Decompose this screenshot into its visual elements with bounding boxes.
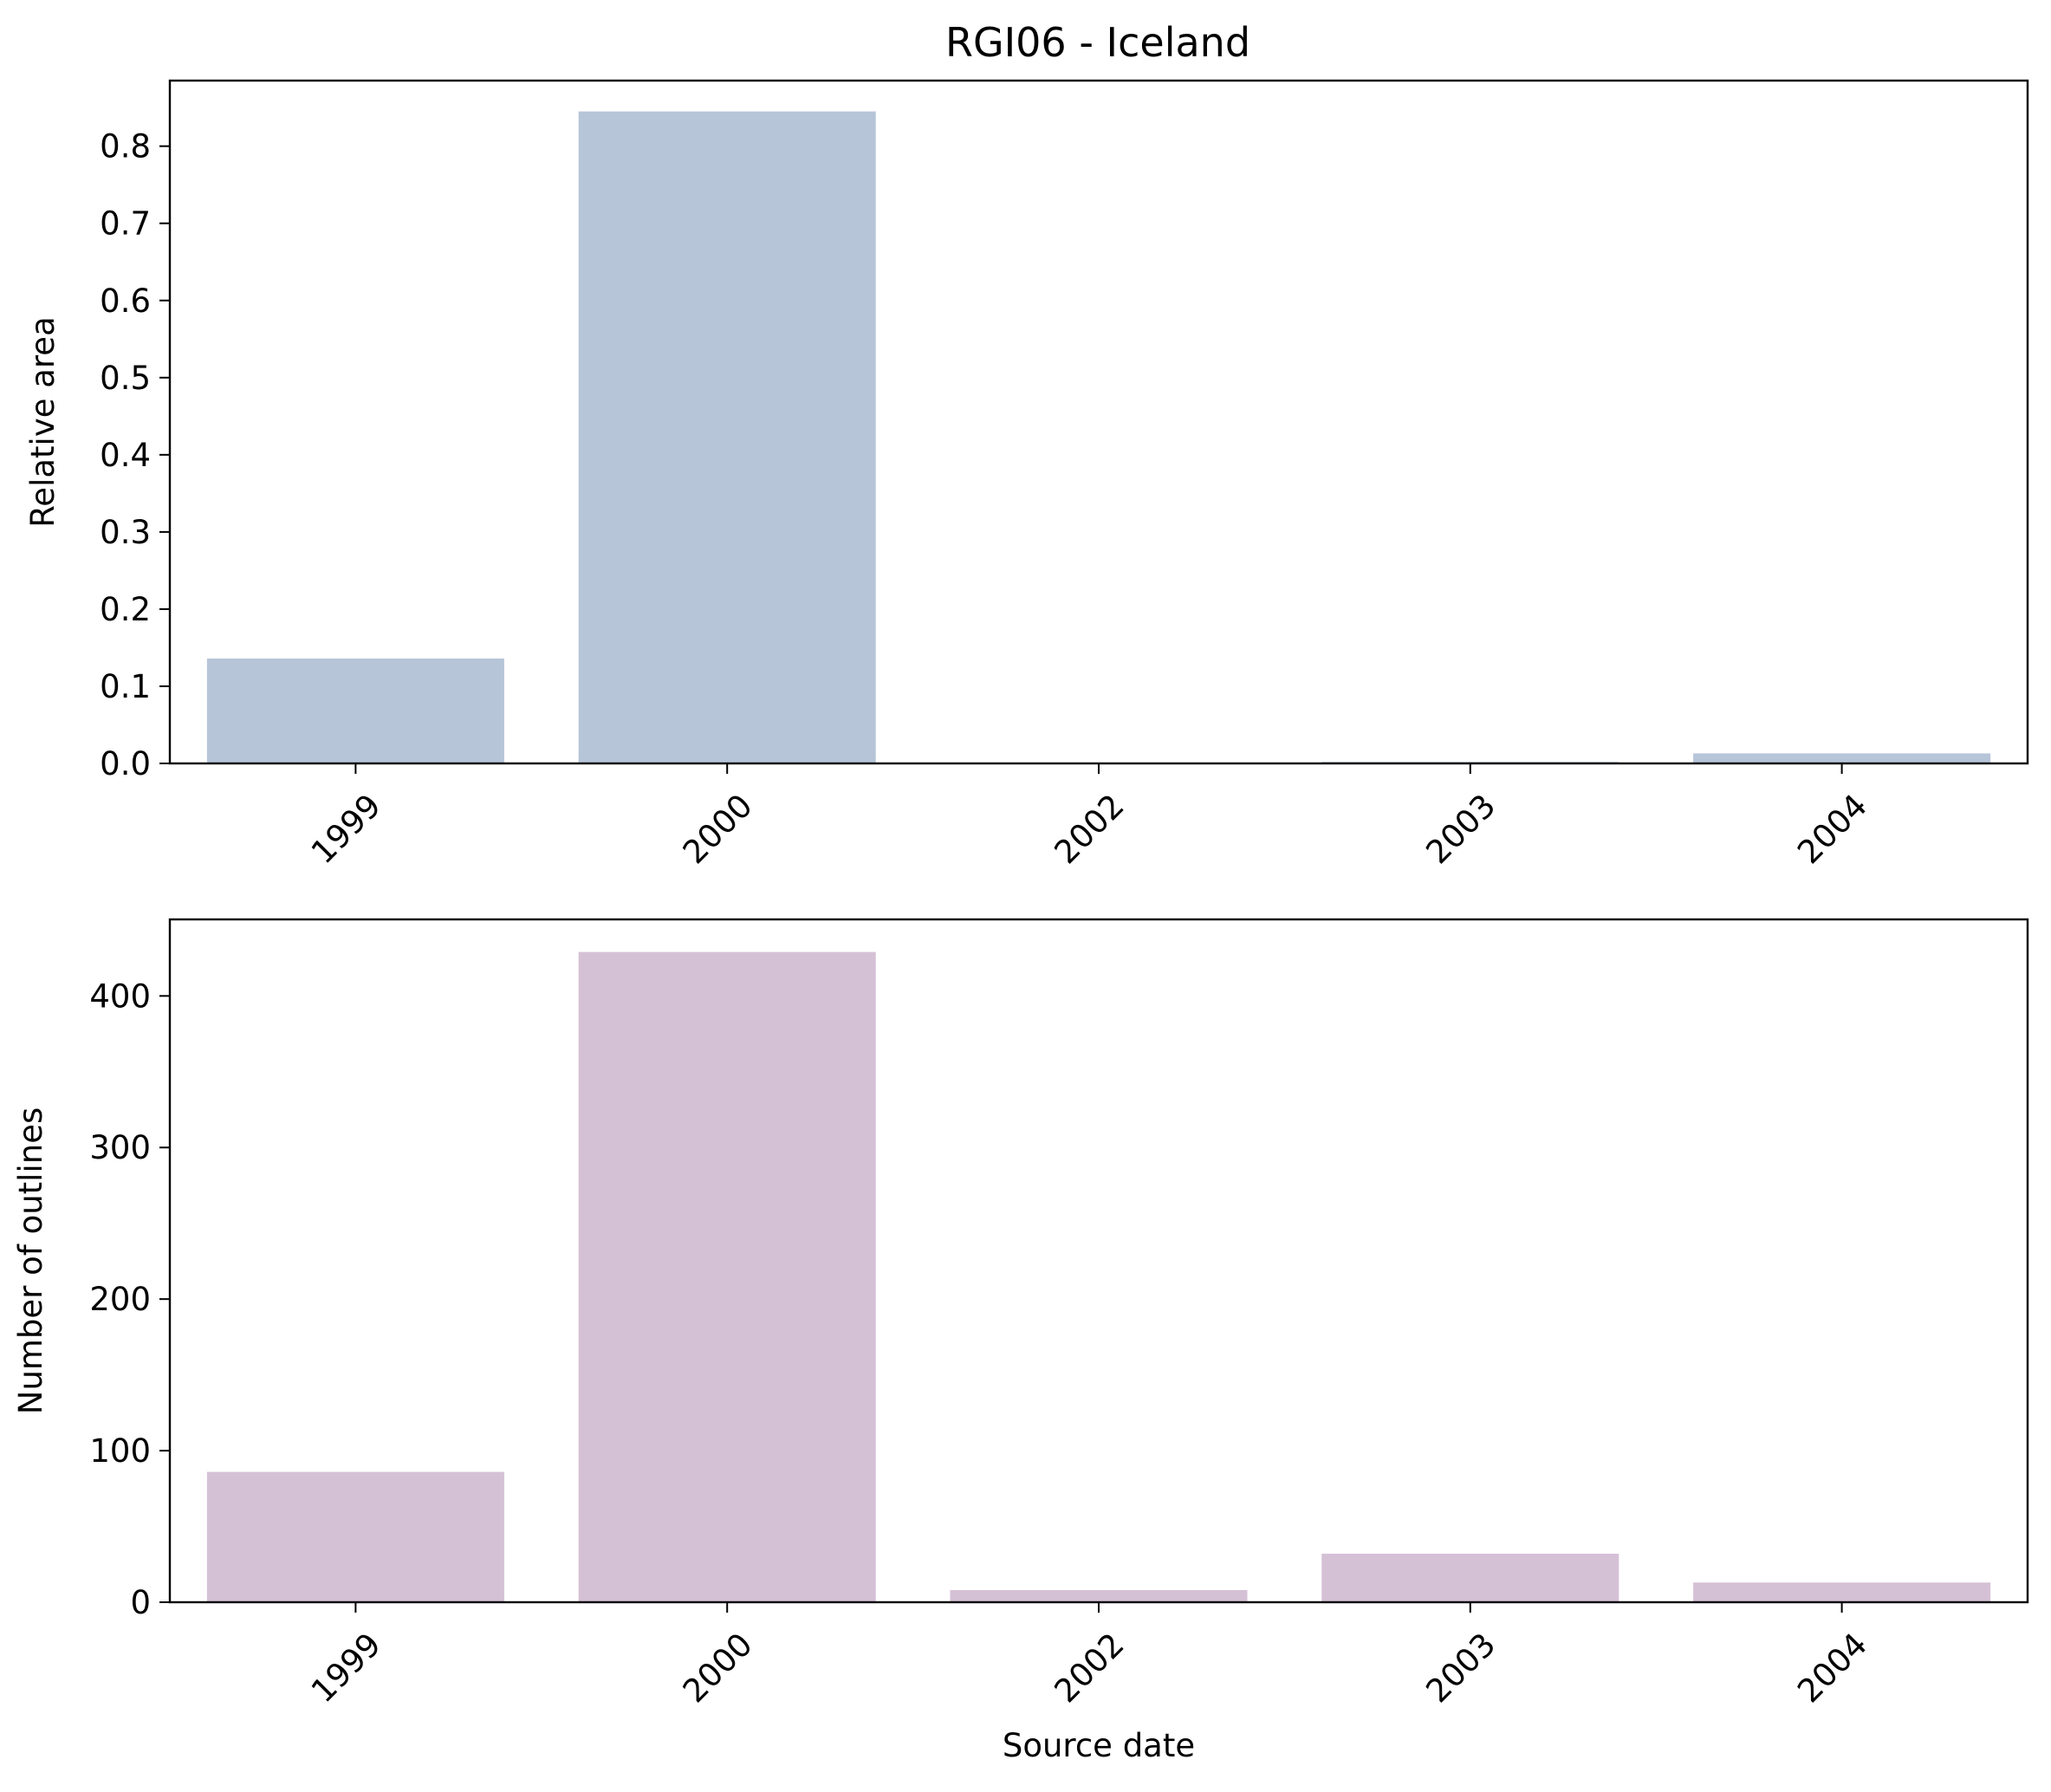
y-tick-label: 0.4 <box>100 437 151 474</box>
y-tick-label: 0 <box>130 1584 151 1621</box>
bar-2000 <box>578 111 876 763</box>
y-tick-label: 0.1 <box>100 668 151 705</box>
outline-count-panel: 1999 2000 2002 2003 20040100200300400Number … <box>12 918 2029 1764</box>
y-tick-label: 0.2 <box>100 591 151 628</box>
bar-2003 <box>1321 1554 1619 1602</box>
y-tick-label: 0.8 <box>100 128 151 166</box>
x-axis-label: Source date <box>1003 1727 1195 1764</box>
bar-2004 <box>1693 753 1991 763</box>
bar-2004 <box>1693 1582 1991 1602</box>
bar-2002 <box>950 1590 1248 1602</box>
y-tick-label: 300 <box>89 1129 151 1166</box>
bar-2000 <box>578 951 876 1602</box>
figure-title: RGI06 - Iceland <box>945 19 1250 66</box>
y-tick-label: 100 <box>89 1432 151 1470</box>
y-tick-label: 0.5 <box>100 360 151 397</box>
y-axis-label: Relative area <box>24 316 62 527</box>
bar-1999 <box>206 1471 504 1602</box>
bar-1999 <box>206 658 504 763</box>
axes-frame <box>168 79 2029 765</box>
y-axis-label: Number of outlines <box>12 1107 49 1414</box>
y-tick-label: 400 <box>89 977 151 1015</box>
y-tick-label: 0.3 <box>100 514 151 551</box>
axes-frame <box>168 918 2029 1604</box>
y-tick-label: 0.7 <box>100 205 151 243</box>
y-tick-label: 200 <box>89 1281 151 1318</box>
y-tick-label: 0.6 <box>100 282 151 320</box>
y-tick-label: 0.0 <box>100 745 151 782</box>
